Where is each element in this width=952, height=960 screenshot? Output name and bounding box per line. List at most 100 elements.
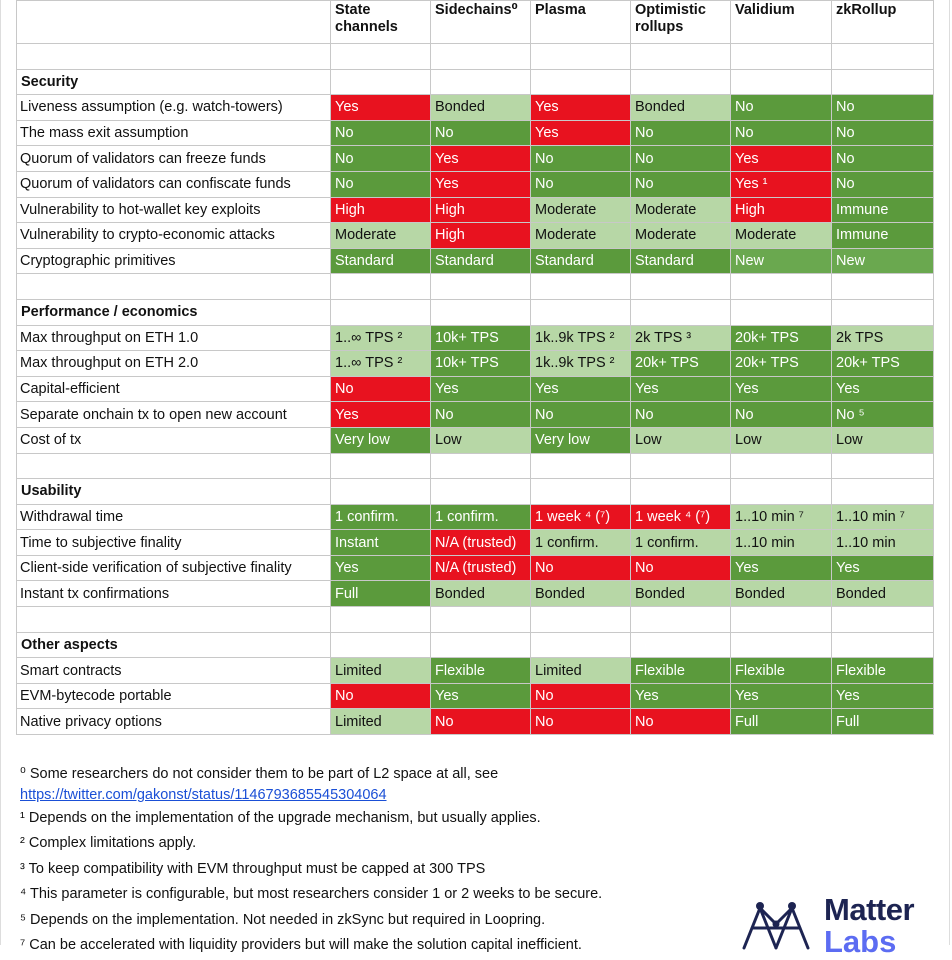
row-label: Withdrawal time — [16, 503, 331, 531]
rating-cell: 10k+ TPS — [430, 350, 531, 377]
rating-cell: 1 confirm. — [330, 503, 431, 531]
rating-cell: No — [630, 708, 731, 736]
rating-cell: No — [330, 682, 431, 710]
rating-cell: Yes — [831, 554, 934, 582]
blank-row — [16, 43, 934, 70]
comparison-table: State channels Sidechains⁰ Plasma Optimisti… — [16, 0, 934, 736]
rating-cell: Bonded — [630, 94, 731, 121]
rating-cell: Yes — [730, 554, 832, 582]
rating-cell: Moderate — [530, 196, 631, 224]
rating-cell: 1..10 min — [831, 529, 934, 556]
row-label: Quorum of validators can confiscate fund… — [16, 170, 331, 198]
rating-cell: Yes — [430, 375, 531, 403]
data-row: EVM-bytecode portable No Yes No Yes Yes Yes — [16, 682, 934, 710]
column-header: Plasma — [530, 0, 631, 44]
rating-cell: Yes ¹ — [730, 170, 832, 198]
rating-cell: 1 confirm. — [630, 529, 731, 556]
empty-cell — [831, 452, 934, 480]
data-row: The mass exit assumption No No Yes No No No — [16, 119, 934, 147]
section-title: Usability — [16, 478, 331, 505]
empty-cell — [430, 452, 531, 480]
rating-cell: 1k..9k TPS ² — [530, 324, 631, 352]
empty-cell — [730, 478, 832, 505]
empty-cell — [630, 478, 731, 505]
blank-row — [16, 452, 934, 480]
row-label: Capital-efficient — [16, 375, 331, 403]
rating-cell: Low — [831, 426, 934, 454]
rating-cell: Flexible — [831, 657, 934, 684]
footnote-link[interactable]: https://twitter.com/gakonst/status/11467… — [20, 787, 387, 803]
row-label: Cost of tx — [16, 426, 331, 454]
rating-cell: No — [330, 119, 431, 147]
rating-cell: Full — [330, 580, 431, 608]
rating-cell: Low — [430, 426, 531, 454]
empty-cell — [730, 298, 832, 326]
empty-cell — [430, 631, 531, 659]
row-label: Time to subjective finality — [16, 529, 331, 556]
rating-cell: Bonded — [430, 580, 531, 608]
empty-cell — [430, 43, 531, 70]
rating-cell: No — [530, 682, 631, 710]
rating-cell: Yes — [330, 401, 431, 428]
empty-cell — [831, 298, 934, 326]
rating-cell: 2k TPS ³ — [630, 324, 731, 352]
data-row: Quorum of validators can freeze funds No Y… — [16, 145, 934, 172]
rating-cell: 1 week ⁴ (⁷) — [630, 503, 731, 531]
rating-cell: High — [430, 196, 531, 224]
row-label: Max throughput on ETH 2.0 — [16, 350, 331, 377]
rating-cell: Flexible — [630, 657, 731, 684]
section-row: Other aspects — [16, 631, 934, 659]
column-header: Optimistic rollups — [630, 0, 731, 44]
empty-cell — [16, 43, 331, 70]
rating-cell: Yes — [530, 119, 631, 147]
rating-cell: New — [831, 247, 934, 275]
rating-cell: Yes — [630, 375, 731, 403]
rating-cell: No — [831, 170, 934, 198]
empty-cell — [530, 273, 631, 300]
logo-text: Labs — [824, 924, 897, 959]
rating-cell: 20k+ TPS — [831, 350, 934, 377]
empty-cell — [16, 606, 331, 633]
rating-cell: N/A (trusted) — [430, 529, 531, 556]
rating-cell: Yes — [730, 375, 832, 403]
rating-cell: No — [530, 554, 631, 582]
rating-cell: No — [831, 94, 934, 121]
data-row: Client-side verification of subjective f… — [16, 554, 934, 582]
empty-cell — [530, 631, 631, 659]
rating-cell: 20k+ TPS — [730, 350, 832, 377]
footnotes: ⁰ Some researchers do not consider them … — [20, 764, 602, 958]
empty-cell — [530, 606, 631, 633]
row-label: Instant tx confirmations — [16, 580, 331, 608]
rating-cell: High — [330, 196, 431, 224]
footnote: ⁰ Some researchers do not consider them … — [20, 766, 499, 782]
empty-cell — [16, 452, 331, 480]
data-row: Native privacy options Limited No No No Full F… — [16, 708, 934, 736]
rating-cell: Yes — [831, 375, 934, 403]
rating-cell: Full — [730, 708, 832, 736]
rating-cell: No — [330, 170, 431, 198]
column-header: State channels — [330, 0, 431, 44]
row-label: The mass exit assumption — [16, 119, 331, 147]
data-row: Quorum of validators can confiscate fund… — [16, 170, 934, 198]
footnote: ¹ Depends on the implementation of the u… — [20, 810, 541, 826]
empty-cell — [730, 43, 832, 70]
empty-cell — [330, 43, 431, 70]
rating-cell: Moderate — [630, 196, 731, 224]
rating-cell: Yes — [730, 145, 832, 172]
rating-cell: Limited — [530, 657, 631, 684]
rating-cell: 2k TPS — [831, 324, 934, 352]
rating-cell: No — [730, 94, 832, 121]
empty-cell — [530, 68, 631, 96]
rating-cell: 1 week ⁴ (⁷) — [530, 503, 631, 531]
rating-cell: 20k+ TPS — [730, 324, 832, 352]
footnote-list: ¹ Depends on the implementation of the u… — [20, 806, 602, 958]
data-row: Max throughput on ETH 2.0 1..∞ TPS ² 10k+ … — [16, 350, 934, 377]
rating-cell: 1..∞ TPS ² — [330, 324, 431, 352]
empty-cell — [16, 273, 331, 300]
rating-cell: Standard — [330, 247, 431, 275]
row-label: Client-side verification of subjective f… — [16, 554, 331, 582]
logo: Matter Labs — [738, 890, 952, 959]
rating-cell: No — [630, 145, 731, 172]
rating-cell: Yes — [430, 682, 531, 710]
